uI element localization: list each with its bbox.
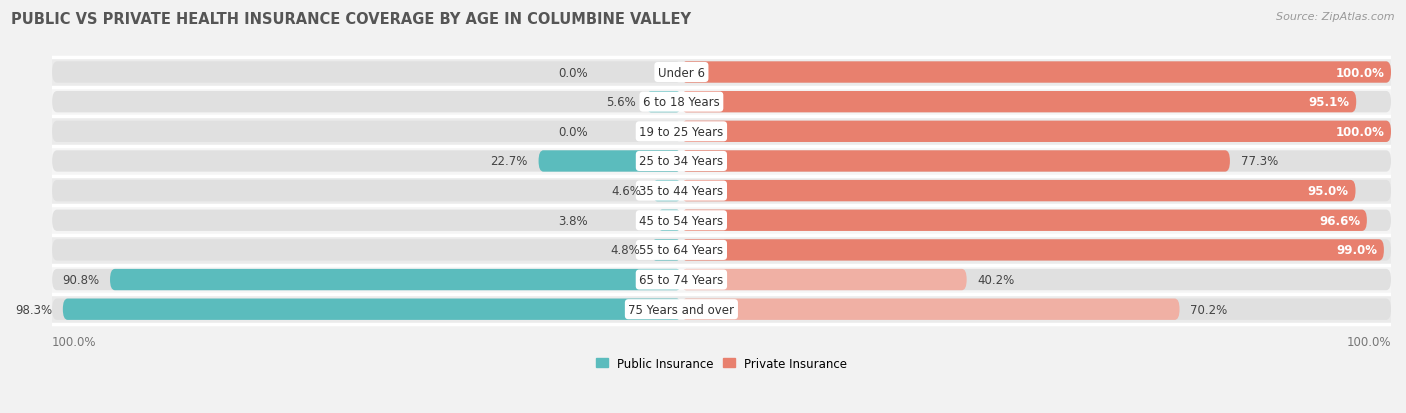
Text: 65 to 74 Years: 65 to 74 Years: [640, 273, 724, 286]
Text: Source: ZipAtlas.com: Source: ZipAtlas.com: [1277, 12, 1395, 22]
Text: 19 to 25 Years: 19 to 25 Years: [640, 126, 724, 138]
Text: 70.2%: 70.2%: [1191, 303, 1227, 316]
Bar: [52, 88, 1391, 117]
Text: 35 to 44 Years: 35 to 44 Years: [640, 185, 724, 198]
FancyBboxPatch shape: [682, 180, 1391, 202]
FancyBboxPatch shape: [658, 210, 682, 231]
FancyBboxPatch shape: [682, 210, 1391, 231]
FancyBboxPatch shape: [52, 269, 682, 290]
FancyBboxPatch shape: [682, 92, 1391, 113]
Text: 95.0%: 95.0%: [1308, 185, 1348, 198]
FancyBboxPatch shape: [652, 180, 682, 202]
Text: PUBLIC VS PRIVATE HEALTH INSURANCE COVERAGE BY AGE IN COLUMBINE VALLEY: PUBLIC VS PRIVATE HEALTH INSURANCE COVER…: [11, 12, 692, 27]
FancyBboxPatch shape: [52, 62, 682, 83]
FancyBboxPatch shape: [682, 269, 967, 290]
Bar: [52, 117, 1391, 147]
Bar: [52, 294, 1391, 324]
Text: 6 to 18 Years: 6 to 18 Years: [643, 96, 720, 109]
Bar: [52, 235, 1391, 265]
Text: 0.0%: 0.0%: [558, 126, 588, 138]
FancyBboxPatch shape: [682, 92, 1357, 113]
Text: 98.3%: 98.3%: [15, 303, 52, 316]
FancyBboxPatch shape: [52, 180, 682, 202]
Bar: [52, 206, 1391, 235]
Text: 4.6%: 4.6%: [612, 185, 641, 198]
Bar: [52, 58, 1391, 88]
FancyBboxPatch shape: [538, 151, 682, 172]
FancyBboxPatch shape: [52, 299, 682, 320]
Text: 0.0%: 0.0%: [558, 66, 588, 79]
FancyBboxPatch shape: [63, 299, 682, 320]
FancyBboxPatch shape: [647, 92, 682, 113]
Text: 22.7%: 22.7%: [491, 155, 527, 168]
Text: 100.0%: 100.0%: [52, 335, 97, 349]
Text: 25 to 34 Years: 25 to 34 Years: [640, 155, 724, 168]
FancyBboxPatch shape: [52, 210, 682, 231]
FancyBboxPatch shape: [682, 121, 1391, 142]
Text: 90.8%: 90.8%: [62, 273, 100, 286]
FancyBboxPatch shape: [682, 299, 1391, 320]
Text: 77.3%: 77.3%: [1240, 155, 1278, 168]
Text: 55 to 64 Years: 55 to 64 Years: [640, 244, 724, 257]
Text: 95.1%: 95.1%: [1309, 96, 1350, 109]
FancyBboxPatch shape: [52, 121, 682, 142]
FancyBboxPatch shape: [110, 269, 682, 290]
Text: 100.0%: 100.0%: [1336, 126, 1385, 138]
FancyBboxPatch shape: [682, 210, 1367, 231]
Text: 45 to 54 Years: 45 to 54 Years: [640, 214, 724, 227]
Text: 100.0%: 100.0%: [1347, 335, 1391, 349]
Bar: [52, 147, 1391, 176]
FancyBboxPatch shape: [682, 151, 1391, 172]
Text: 96.6%: 96.6%: [1319, 214, 1360, 227]
FancyBboxPatch shape: [682, 240, 1384, 261]
Text: 4.8%: 4.8%: [610, 244, 641, 257]
FancyBboxPatch shape: [52, 92, 682, 113]
Text: 100.0%: 100.0%: [1336, 66, 1385, 79]
Bar: [52, 176, 1391, 206]
FancyBboxPatch shape: [682, 180, 1355, 202]
Text: 5.6%: 5.6%: [606, 96, 636, 109]
Text: 75 Years and over: 75 Years and over: [628, 303, 734, 316]
Legend: Public Insurance, Private Insurance: Public Insurance, Private Insurance: [591, 352, 852, 374]
FancyBboxPatch shape: [651, 240, 682, 261]
FancyBboxPatch shape: [682, 62, 1391, 83]
FancyBboxPatch shape: [682, 240, 1391, 261]
FancyBboxPatch shape: [682, 121, 1391, 142]
Bar: [52, 265, 1391, 294]
Text: 99.0%: 99.0%: [1336, 244, 1378, 257]
FancyBboxPatch shape: [682, 269, 1391, 290]
FancyBboxPatch shape: [682, 299, 1180, 320]
FancyBboxPatch shape: [52, 240, 682, 261]
Text: Under 6: Under 6: [658, 66, 704, 79]
FancyBboxPatch shape: [52, 151, 682, 172]
Text: 3.8%: 3.8%: [558, 214, 588, 227]
Text: 40.2%: 40.2%: [977, 273, 1015, 286]
FancyBboxPatch shape: [682, 62, 1391, 83]
FancyBboxPatch shape: [682, 151, 1230, 172]
